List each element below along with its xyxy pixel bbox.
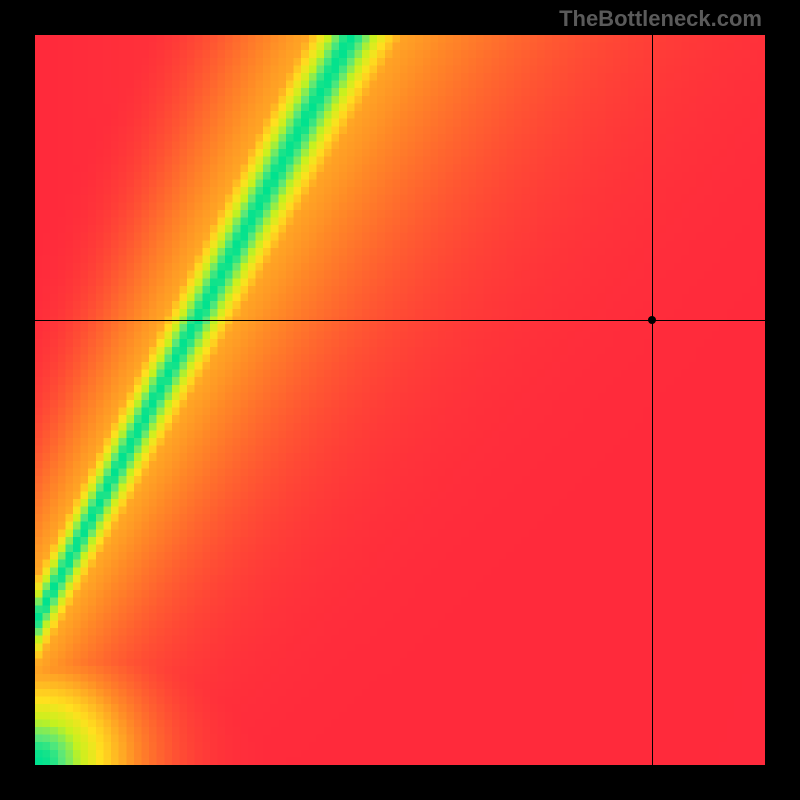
- crosshair-dot: [648, 316, 656, 324]
- heatmap-plot: [35, 35, 765, 765]
- crosshair-vertical-line: [652, 35, 653, 765]
- heatmap-canvas: [35, 35, 765, 765]
- watermark-text: TheBottleneck.com: [559, 6, 762, 32]
